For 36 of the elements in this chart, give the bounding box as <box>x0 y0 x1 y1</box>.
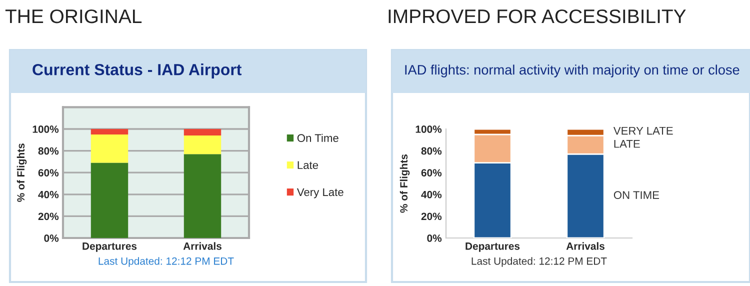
y-tick-label: 40% <box>421 190 442 198</box>
y-axis-title: % of Flights <box>16 144 27 202</box>
y-tick-label: 0% <box>427 234 442 242</box>
y-tick-label: 60% <box>421 169 442 176</box>
x-tick-label: Departures <box>466 242 520 252</box>
y-tick-label: 40% <box>38 190 59 198</box>
y-tick-label: 100% <box>32 126 59 133</box>
bar <box>90 162 128 238</box>
y-axis-title: % of Flights <box>400 154 410 213</box>
series-label: LATE <box>614 140 640 148</box>
y-tick-label: 80% <box>38 147 59 155</box>
bar <box>184 154 222 238</box>
y-tick-label: 100% <box>416 126 442 133</box>
y-tick-label: 20% <box>38 212 59 220</box>
legend-label: Very Late <box>296 188 344 198</box>
series-label: VERY LATE <box>613 126 673 135</box>
x-tick-label: Departures <box>82 242 137 252</box>
bar <box>184 136 222 154</box>
legend-label: Late <box>298 161 318 170</box>
bar <box>90 129 128 134</box>
y-tick-label: 0% <box>44 234 59 242</box>
text: THE ORIGINAL <box>5 9 142 24</box>
text: IMPROVED FOR ACCESSIBILITY <box>388 9 686 24</box>
legend-label: On Time <box>297 134 338 142</box>
chart-title: IAD flights: normal activity with majority on time or close <box>405 64 740 78</box>
text: Last Updated: 12:12 PM EDT <box>98 257 234 267</box>
bar <box>90 134 128 163</box>
x-tick-label: Arrivals <box>183 242 222 250</box>
y-tick-label: 80% <box>421 147 442 155</box>
series-label: ON TIME <box>614 191 660 200</box>
chart-title: Current Status - IAD Airport <box>32 64 242 78</box>
y-tick-label: 20% <box>421 212 442 220</box>
y-tick-label: 60% <box>38 169 59 176</box>
x-tick-label: Arrivals <box>566 242 604 250</box>
bar <box>184 129 222 136</box>
text: Last Updated: 12:12 PM EDT <box>472 257 607 267</box>
